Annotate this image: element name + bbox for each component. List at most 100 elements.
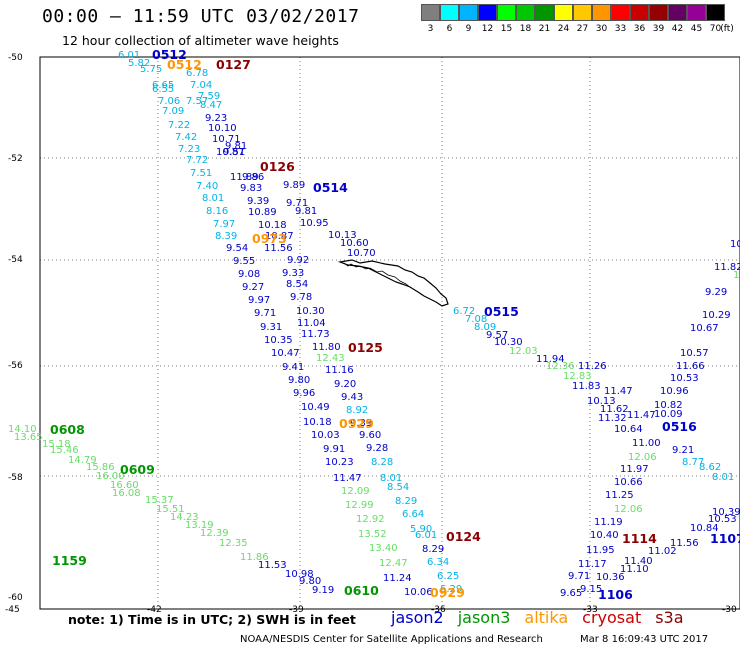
swh-value: 10.53	[708, 514, 737, 525]
axis-labels: -50 -52 -54 -56 -58 -60 -45 -42 -39 -36 …	[5, 53, 737, 615]
legend-swatch-label: 24	[557, 24, 570, 34]
pass-id-label: 0515	[484, 304, 519, 319]
swh-value: 10.30	[296, 306, 325, 317]
swh-value: 9.41	[282, 362, 304, 373]
swh-value: 12.03	[509, 346, 538, 357]
swh-value: 11.66	[676, 361, 705, 372]
legend-swatch	[421, 4, 440, 21]
swh-value: 10.39	[712, 507, 740, 518]
swh-value: 10.82	[654, 400, 683, 411]
swh-value: 5.82	[128, 58, 150, 69]
lat-label: -58	[8, 473, 23, 483]
lat-label: -50	[8, 53, 23, 63]
legend-swatch-label: 27	[576, 24, 589, 34]
swh-value: 9.80	[288, 375, 310, 386]
legend-swatch	[554, 4, 573, 21]
swh-value: 9.96	[293, 388, 315, 399]
legend-swatch-label: 70	[709, 24, 722, 34]
legend-swatch	[459, 4, 478, 21]
swh-value: 8.01	[380, 473, 402, 484]
swh-value: 16.60	[110, 480, 139, 491]
swh-value: 12.35	[219, 538, 248, 549]
swh-value: 11.47	[333, 473, 362, 484]
swh-value: 6.64	[402, 509, 424, 520]
swh-value: 11.89	[230, 172, 259, 183]
legend-swatch-label: 21	[538, 24, 551, 34]
legend-swatch	[706, 4, 725, 21]
swh-value: 7.40	[196, 181, 218, 192]
swh-value: 9.83	[240, 183, 262, 194]
satellite-s3a-label: s3a	[655, 608, 684, 627]
wave-height-values: 6.015.825.75 6.786.65 7.046.557.597.06 7.57…	[8, 50, 740, 599]
swh-value: 10.67	[690, 323, 719, 334]
swh-value: 6.34	[427, 557, 449, 568]
swh-value: 8.92	[346, 405, 368, 416]
swh-value: 6.01	[118, 50, 140, 61]
pass-id-label: 0514	[313, 180, 348, 195]
swh-value: 15.51	[156, 504, 185, 515]
swh-value: 7.23	[178, 144, 200, 155]
lon-label: -39	[289, 605, 304, 615]
swh-value: 10.13	[328, 230, 357, 241]
swh-value: 10.53	[670, 373, 699, 384]
swh-value: 11.56	[670, 538, 699, 549]
lon-label: -45	[5, 605, 20, 615]
map-frame	[39, 56, 740, 610]
swh-value: 10.87	[265, 231, 294, 242]
swh-value: 9.15	[580, 584, 602, 595]
swh-value: 12.83	[563, 371, 592, 382]
pass-id-label: 0973	[252, 231, 287, 246]
swh-value: 11.40	[624, 556, 653, 567]
swh-value: 12.47	[379, 558, 408, 569]
swh-value: 10.40	[590, 530, 619, 541]
swh-value: 9.57	[486, 330, 508, 341]
legend-swatch	[630, 4, 649, 21]
swh-value: 6.29	[440, 584, 462, 595]
swh-value: 7.22	[168, 120, 190, 131]
pass-id-label: 0125	[348, 340, 383, 355]
swh-value: 9.86	[242, 172, 264, 183]
swh-value: 8.01	[202, 193, 224, 204]
swh-value: 8.01	[712, 472, 734, 483]
lon-label: -33	[583, 605, 598, 615]
swh-value: 11.32	[598, 413, 627, 424]
generation-timestamp: Mar 8 16:09:43 UTC 2017	[580, 634, 709, 645]
swh-value: 6.01	[415, 530, 437, 541]
swh-value: 10.23	[325, 457, 354, 468]
swh-value: 10.06	[404, 587, 433, 598]
pass-id-label: 0609	[120, 462, 155, 477]
legend-swatch	[440, 4, 459, 21]
swh-value: 12.06	[614, 504, 643, 515]
swh-value: 10.57	[680, 348, 709, 359]
swh-value: 11.04	[297, 318, 326, 329]
swh-value: 11.83	[572, 381, 601, 392]
swh-value: 9.29	[705, 287, 727, 298]
legend-swatch	[668, 4, 687, 21]
swh-value: 9.28	[366, 443, 388, 454]
swh-value: 15.37	[145, 495, 174, 506]
swh-value: 9.20	[334, 379, 356, 390]
swh-value: 9.31	[260, 322, 282, 333]
pass-id-label: 0516	[662, 419, 697, 434]
swh-value: 10.98	[285, 569, 314, 580]
satellite-cryosat-label: cryosat	[582, 608, 642, 627]
swh-value: 10.03	[311, 430, 340, 441]
map-title: 00:00 – 11:59 UTC 03/02/2017	[42, 6, 360, 27]
legend-swatch-label: 30	[595, 24, 608, 34]
legend-swatch-label: 9	[465, 24, 472, 34]
swh-value: 8.09	[474, 322, 496, 333]
swh-value: 11.82	[714, 262, 740, 273]
swh-value: 11.62	[600, 404, 629, 415]
swh-value: 11.86	[240, 552, 269, 563]
swh-value: 11.73	[301, 329, 330, 340]
swh-value: 10.18	[303, 417, 332, 428]
swh-value: 11.19	[594, 517, 623, 528]
pass-id-label: 0608	[50, 422, 85, 437]
swh-value: 8.29	[422, 544, 444, 555]
legend-swatch-label: 18	[519, 24, 532, 34]
legend-swatch-label: 36	[633, 24, 646, 34]
legend-swatch	[649, 4, 668, 21]
legend-unit: (ft)	[720, 24, 734, 34]
